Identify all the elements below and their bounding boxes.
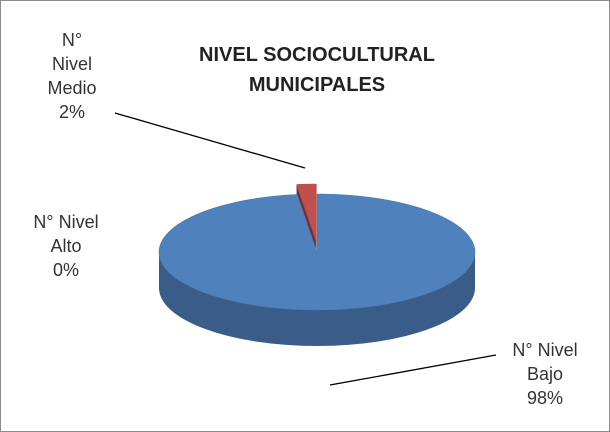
pie-slice-side [159,252,475,346]
value-label: 98% [526,388,564,408]
data-label: N° Nivel Medio 2% [42,28,102,124]
category-label: N° Nivel Medio [47,30,97,98]
category-label: N° Nivel Alto [33,212,99,256]
value-label: 2% [58,102,85,122]
pie-slice [296,183,317,243]
pie-slice [158,193,476,311]
leader-line [114,112,306,169]
leader-line [329,354,497,386]
data-label: N° Nivel Alto 0% [18,210,114,282]
category-label: N° Nivel Bajo [512,340,578,384]
chart-title: NIVEL SOCIOCULTURAL MUNICIPALES [199,44,435,96]
pie-tops [158,183,476,311]
value-label: 0% [52,260,79,280]
data-label: N° Nivel Bajo 98% [495,338,595,410]
